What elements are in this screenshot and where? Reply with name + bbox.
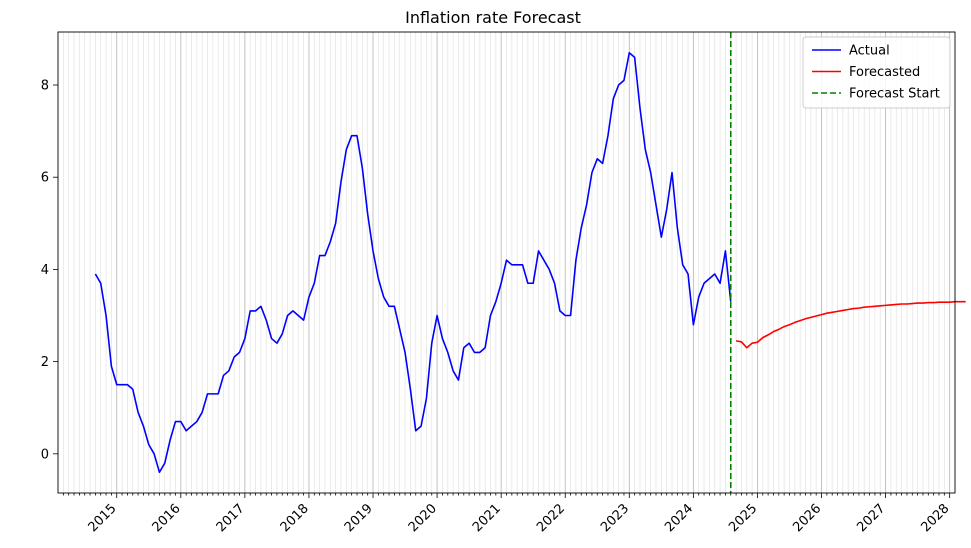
x-tick-label: 2017 <box>214 501 248 535</box>
x-tick-label: 2025 <box>726 501 760 535</box>
legend-box <box>802 36 951 109</box>
legend-label: Actual <box>849 44 890 59</box>
x-tick-label: 2026 <box>790 501 824 535</box>
x-tick-label: 2023 <box>598 501 632 535</box>
x-tick-label: 2028 <box>918 501 952 535</box>
x-tick-label: 2022 <box>534 501 568 535</box>
series-layer <box>94 32 966 493</box>
legend-label: Forecast Start <box>849 87 940 102</box>
y-tick-label: 6 <box>41 171 49 186</box>
legend: Actual Forecasted Forecast Start <box>802 36 951 109</box>
chart-title: Inflation rate Forecast <box>405 8 581 27</box>
x-tick-label: 2019 <box>342 501 376 535</box>
x-tick-label: 2018 <box>278 501 312 535</box>
y-tick-label: 2 <box>41 355 49 370</box>
series-line-forecasted <box>735 300 966 349</box>
series-line-actual <box>94 51 732 474</box>
y-tick-label: 8 <box>41 79 49 94</box>
x-tick-label: 2024 <box>662 501 696 535</box>
x-tick-label: 2021 <box>470 501 504 535</box>
x-tick-label: 2015 <box>86 501 120 535</box>
grid-layer <box>62 32 951 493</box>
plot-frame <box>57 31 956 494</box>
legend-label: Forecasted <box>849 65 920 80</box>
x-tick-label: 2020 <box>406 501 440 535</box>
y-tick-label: 4 <box>41 263 49 278</box>
x-tick-label: 2016 <box>150 501 184 535</box>
x-tick-label: 2027 <box>854 501 888 535</box>
y-tick-label: 0 <box>41 447 49 462</box>
